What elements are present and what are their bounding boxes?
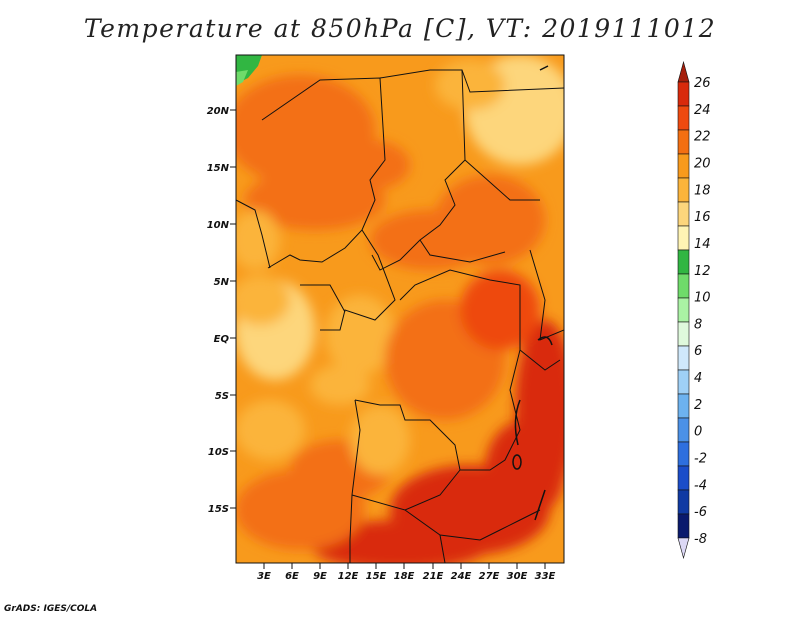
grads-credit: GrADS: IGES/COLA — [4, 604, 98, 614]
lat-tick-label: 15N — [207, 163, 230, 174]
colorbar-top-arrow — [677, 60, 690, 83]
lat-tick-label: 5N — [214, 277, 230, 288]
colorbar-swatch — [677, 153, 690, 179]
colorbar-label: 0 — [694, 425, 702, 440]
lakes — [512, 65, 553, 521]
lon-tick-label: 6E — [285, 571, 299, 582]
colorbar-label: 16 — [694, 210, 711, 225]
colorbar-swatch — [677, 465, 690, 491]
colorbar-label: 26 — [694, 76, 711, 91]
lon-tick-label: 21E — [423, 571, 444, 582]
lat-tick-label: 10S — [208, 447, 229, 458]
colorbar-swatch — [677, 225, 690, 251]
lat-tick-label: 5S — [215, 391, 229, 402]
colorbar-swatch — [677, 489, 690, 515]
colorbar-label: -2 — [694, 452, 707, 467]
lon-axis: 3E 6E 9E 12E 15E 18E 21E 24E 27E 30E 33E — [257, 563, 556, 582]
lon-tick-label: 33E — [535, 571, 556, 582]
colorbar-label: 6 — [694, 344, 702, 359]
temperature-field — [236, 55, 564, 563]
lon-tick-label: 12E — [338, 571, 359, 582]
colorbar-label: -6 — [694, 505, 707, 520]
colorbar-swatch — [677, 321, 690, 347]
colorbar-label: 14 — [694, 237, 711, 252]
colorbar-swatch — [677, 369, 690, 395]
colorbar-label: 4 — [694, 371, 702, 386]
colorbar-swatch — [677, 393, 690, 419]
lat-tick-label: EQ — [214, 334, 230, 345]
lon-tick-label: 3E — [257, 571, 271, 582]
lat-tick-label: 15S — [208, 504, 229, 515]
colorbar-swatch — [677, 249, 690, 275]
map-title: Temperature at 850hPa [C], VT: 201911101… — [83, 14, 717, 43]
colorbar-swatch — [677, 441, 690, 467]
colorbar-swatch — [677, 105, 690, 131]
lon-tick-label: 24E — [451, 571, 472, 582]
colorbar-swatch — [677, 417, 690, 443]
colorbar-swatch — [677, 297, 690, 323]
lat-axis: 20N 15N 10N 5N EQ 5S 10S 15S — [207, 106, 236, 515]
colorbar-swatch — [677, 129, 690, 155]
colorbar-label: 10 — [694, 291, 711, 306]
colorbar-label: -4 — [694, 478, 707, 493]
lon-tick-label: 15E — [366, 571, 387, 582]
lon-tick-label: 18E — [394, 571, 415, 582]
lat-tick-label: 10N — [207, 220, 230, 231]
colorbar-label: 22 — [694, 130, 711, 145]
colorbar-label: -8 — [694, 532, 707, 547]
lon-tick-label: 9E — [313, 571, 327, 582]
colorbar-label: 20 — [694, 156, 711, 171]
colorbar-swatch — [677, 81, 690, 107]
colorbar-bottom-arrow — [677, 537, 690, 560]
country-borders — [236, 69, 564, 563]
colorbar-swatch — [677, 201, 690, 227]
colorbar-label: 18 — [694, 183, 711, 198]
colorbar-label: 8 — [694, 317, 702, 332]
lat-tick-label: 20N — [207, 106, 230, 117]
lon-tick-label: 27E — [479, 571, 500, 582]
lon-tick-label: 30E — [507, 571, 528, 582]
colorbar-swatch — [677, 345, 690, 371]
colorbar-label: 12 — [694, 264, 711, 279]
colorbar-label: 24 — [694, 103, 711, 118]
map-frame — [235, 54, 565, 564]
colorbar-label: 2 — [694, 398, 702, 413]
colorbar-swatch — [677, 273, 690, 299]
colorbar-swatch — [677, 513, 690, 539]
colorbar-swatch — [677, 177, 690, 203]
